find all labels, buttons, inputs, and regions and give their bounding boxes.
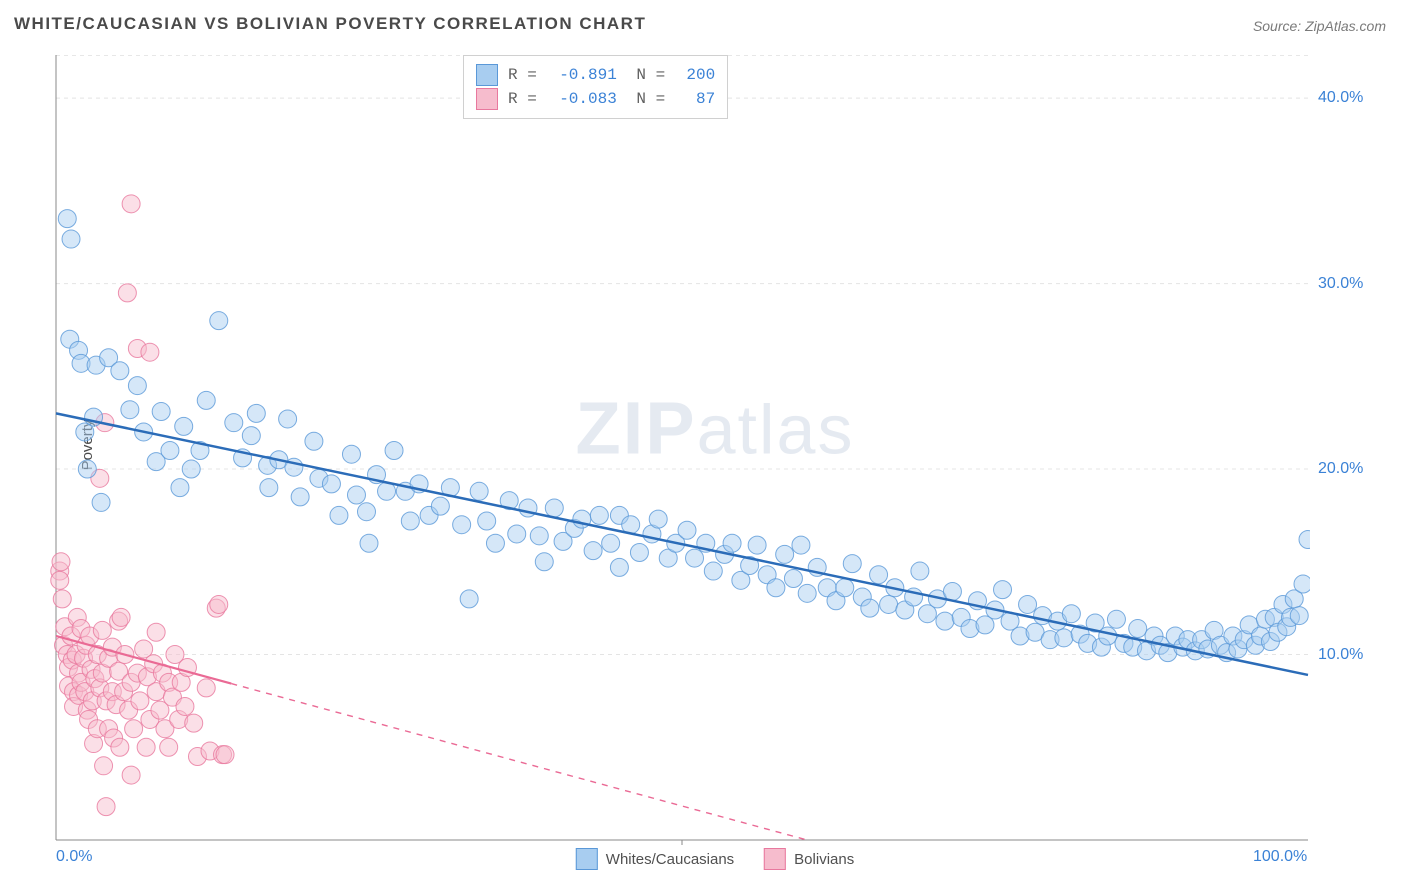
correlation-legend: R = -0.891 N = 200 R = -0.083 N = 87 [463,55,728,119]
legend-swatch-blue-icon [576,848,598,870]
chart-area: Poverty ZIPatlas R = -0.891 N = 200 R = … [50,55,1380,835]
legend-label-pink: Bolivians [794,851,854,868]
legend-row-blue: R = -0.891 N = 200 [476,64,715,86]
n-value-blue: 200 [675,66,715,84]
r-value-blue: -0.891 [547,66,617,84]
legend-swatch-blue [476,64,498,86]
legend-row-pink: R = -0.083 N = 87 [476,88,715,110]
y-tick: 20.0% [1318,460,1380,478]
y-tick: 40.0% [1318,89,1380,107]
x-tick: 100.0% [1253,848,1307,863]
series-legend: Whites/Caucasians Bolivians [576,848,854,870]
y-tick: 30.0% [1318,275,1380,293]
legend-label-blue: Whites/Caucasians [606,851,734,868]
chart-title: WHITE/CAUCASIAN VS BOLIVIAN POVERTY CORR… [14,14,646,34]
x-tick: 0.0% [56,848,92,863]
source-label: Source: ZipAtlas.com [1253,18,1386,34]
r-value-pink: -0.083 [547,90,617,108]
y-tick: 10.0% [1318,646,1380,664]
legend-item-blue: Whites/Caucasians [576,848,734,870]
n-value-pink: 87 [675,90,715,108]
plot-svg [50,55,1310,845]
legend-swatch-pink-icon [764,848,786,870]
legend-swatch-pink [476,88,498,110]
legend-item-pink: Bolivians [764,848,854,870]
